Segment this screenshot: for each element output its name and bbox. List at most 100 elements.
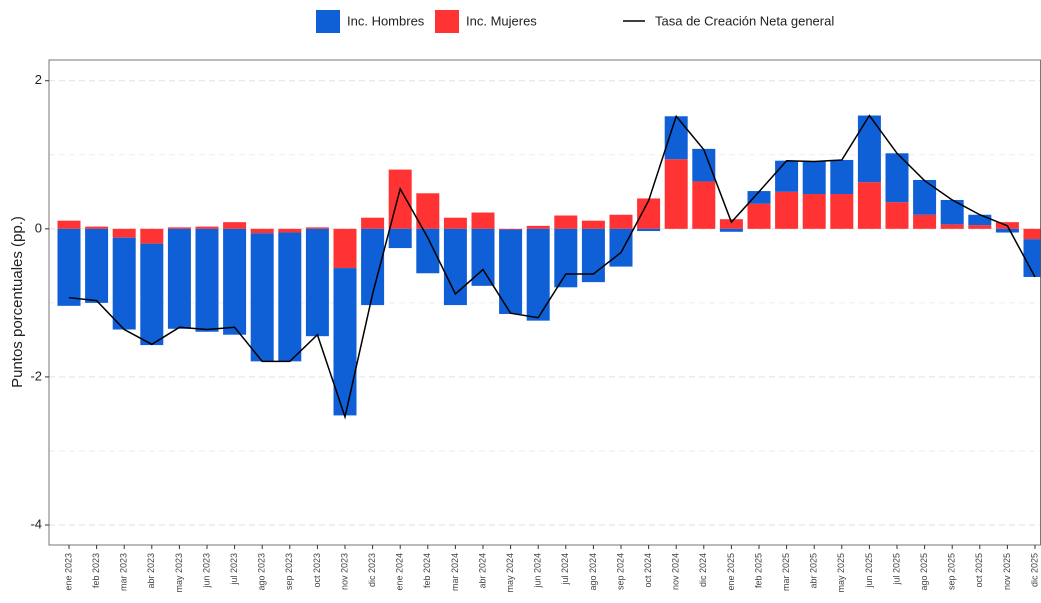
bar: [85, 229, 108, 303]
bar: [306, 227, 329, 228]
bar: [85, 227, 108, 229]
bar: [692, 149, 715, 182]
x-tick-label: may 2023: [174, 553, 184, 593]
x-tick-label: sep 2023: [284, 553, 294, 590]
x-tick-label: abr 2024: [477, 553, 487, 589]
bar: [278, 233, 301, 362]
bar: [527, 226, 550, 229]
x-tick-label: ago 2023: [257, 553, 267, 591]
bar: [637, 229, 660, 231]
x-tick-label: mar 2024: [450, 553, 460, 591]
bar: [58, 221, 81, 229]
bar: [499, 229, 522, 230]
legend-swatch: [435, 10, 459, 33]
bar: [610, 229, 633, 267]
x-tick-label: jun 2023: [201, 553, 211, 589]
bar: [251, 229, 274, 233]
x-tick-label: mar 2023: [119, 553, 129, 591]
bar: [720, 229, 743, 232]
bar: [223, 222, 246, 229]
bar: [278, 229, 301, 233]
bar: [913, 215, 936, 229]
x-tick-label: nov 2024: [671, 553, 681, 590]
bar: [554, 215, 577, 228]
x-tick-label: abr 2023: [146, 553, 156, 589]
x-tick-label: feb 2024: [422, 553, 432, 588]
x-tick-label: ago 2024: [588, 553, 598, 591]
x-tick-label: feb 2025: [753, 553, 763, 588]
x-tick-label: oct 2023: [312, 553, 322, 588]
bar: [251, 233, 274, 361]
x-tick-label: ene 2023: [63, 553, 73, 591]
x-tick-label: may 2025: [836, 553, 846, 593]
bar: [196, 227, 219, 229]
bar: [196, 229, 219, 332]
bar: [140, 244, 163, 345]
x-tick-label: mar 2025: [781, 553, 791, 591]
x-tick-label: ago 2025: [919, 553, 929, 591]
x-tick-label: dic 2023: [367, 553, 377, 587]
bar: [996, 229, 1019, 233]
bar: [444, 218, 467, 229]
bar: [968, 225, 991, 229]
x-tick-label: jul 2024: [560, 553, 570, 586]
bar: [610, 215, 633, 229]
bar: [113, 229, 136, 238]
bar: [775, 192, 798, 229]
x-tick-label: nov 2025: [1002, 553, 1012, 590]
bar: [803, 194, 826, 229]
x-tick-label: jul 2025: [891, 553, 901, 586]
bar: [306, 229, 329, 336]
x-tick-label: nov 2023: [339, 553, 349, 590]
x-tick-label: feb 2023: [91, 553, 101, 588]
bar: [692, 181, 715, 228]
legend: Inc. Hombres Inc. Mujeres Tasa de Creación…: [316, 10, 834, 33]
bar: [140, 229, 163, 244]
bar: [637, 198, 660, 228]
bar: [113, 238, 136, 330]
bar: [775, 161, 798, 192]
bar: [58, 229, 81, 306]
x-tick-label: oct 2024: [643, 553, 653, 588]
bars: [58, 116, 1041, 416]
x-tick-label: abr 2025: [809, 553, 819, 589]
bar: [830, 160, 853, 194]
x-tick-label: may 2024: [505, 553, 515, 593]
x-tick-label: oct 2025: [974, 553, 984, 588]
legend-swatch: [316, 10, 340, 33]
y-tick-label: -4: [30, 516, 42, 531]
bar: [886, 202, 909, 229]
x-tick-label: ene 2024: [395, 553, 405, 591]
bar: [941, 224, 964, 228]
bar: [168, 229, 191, 329]
x-tick-label: sep 2024: [615, 553, 625, 590]
bar: [858, 182, 881, 229]
y-tick-label: 2: [35, 72, 42, 87]
y-tick-label: 0: [35, 220, 42, 235]
x-tick-label: jun 2025: [864, 553, 874, 589]
bar: [416, 229, 439, 273]
bar: [472, 213, 495, 229]
bar: [223, 229, 246, 335]
bar: [830, 194, 853, 229]
bar: [582, 221, 605, 229]
x-tick-label: ene 2025: [726, 553, 736, 591]
x-tick-label: jun 2024: [533, 553, 543, 589]
bar: [968, 215, 991, 225]
legend-label: Inc. Mujeres: [466, 13, 537, 28]
bar: [334, 229, 357, 268]
bar: [389, 229, 412, 248]
legend-label: Tasa de Creación Neta general: [655, 13, 834, 28]
bar: [913, 180, 936, 215]
bar: [803, 161, 826, 194]
bar: [748, 204, 771, 229]
bar: [554, 229, 577, 287]
legend-label: Inc. Hombres: [347, 13, 425, 28]
bar: [168, 227, 191, 228]
bar: [665, 116, 688, 159]
x-tick-label: jul 2023: [229, 553, 239, 586]
bar: [665, 159, 688, 229]
x-tick-label: sep 2025: [947, 553, 957, 590]
